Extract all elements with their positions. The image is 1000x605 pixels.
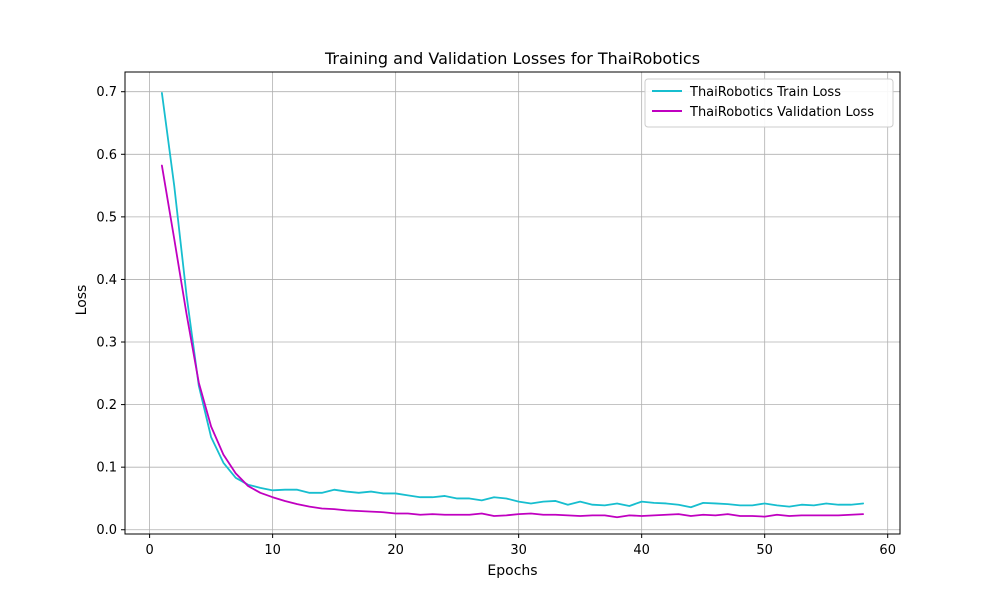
- x-tick-label: 10: [264, 543, 281, 558]
- y-tick-label: 0.1: [96, 461, 117, 476]
- y-tick-label: 0.7: [96, 85, 117, 100]
- y-axis-label: Loss: [74, 285, 90, 316]
- x-tick-label: 0: [145, 543, 153, 558]
- validation-loss-line: [160, 164, 864, 519]
- train-loss-line: [160, 92, 864, 509]
- legend-label-train: ThaiRobotics Train Loss: [689, 85, 841, 100]
- x-axis-ticks: 0 10 20 30 40 50 60: [145, 534, 896, 558]
- grid-lines: [125, 72, 900, 534]
- legend-label-validation: ThaiRobotics Validation Loss: [689, 105, 874, 120]
- x-tick-label: 30: [510, 543, 527, 558]
- y-tick-label: 0.4: [96, 273, 117, 288]
- y-tick-label: 0.3: [96, 336, 117, 351]
- x-tick-label: 60: [879, 543, 896, 558]
- series-lines: [160, 92, 864, 519]
- plot-frame: [124, 71, 901, 535]
- legend: ThaiRobotics Train Loss ThaiRobotics Val…: [644, 78, 894, 128]
- y-tick-label: 0.2: [96, 398, 117, 413]
- x-tick-label: 20: [387, 543, 404, 558]
- y-tick-label: 0.6: [96, 148, 117, 163]
- y-axis-ticks: 0.0 0.1 0.2 0.3 0.4 0.5 0.6 0.7: [96, 85, 125, 538]
- legend-box: [644, 78, 894, 128]
- x-axis-label: Epochs: [487, 563, 537, 579]
- chart-title: Training and Validation Losses for ThaiR…: [324, 49, 700, 68]
- y-tick-label: 0.5: [96, 210, 117, 225]
- y-tick-label: 0.0: [96, 523, 117, 538]
- x-tick-label: 40: [633, 543, 650, 558]
- x-tick-label: 50: [756, 543, 773, 558]
